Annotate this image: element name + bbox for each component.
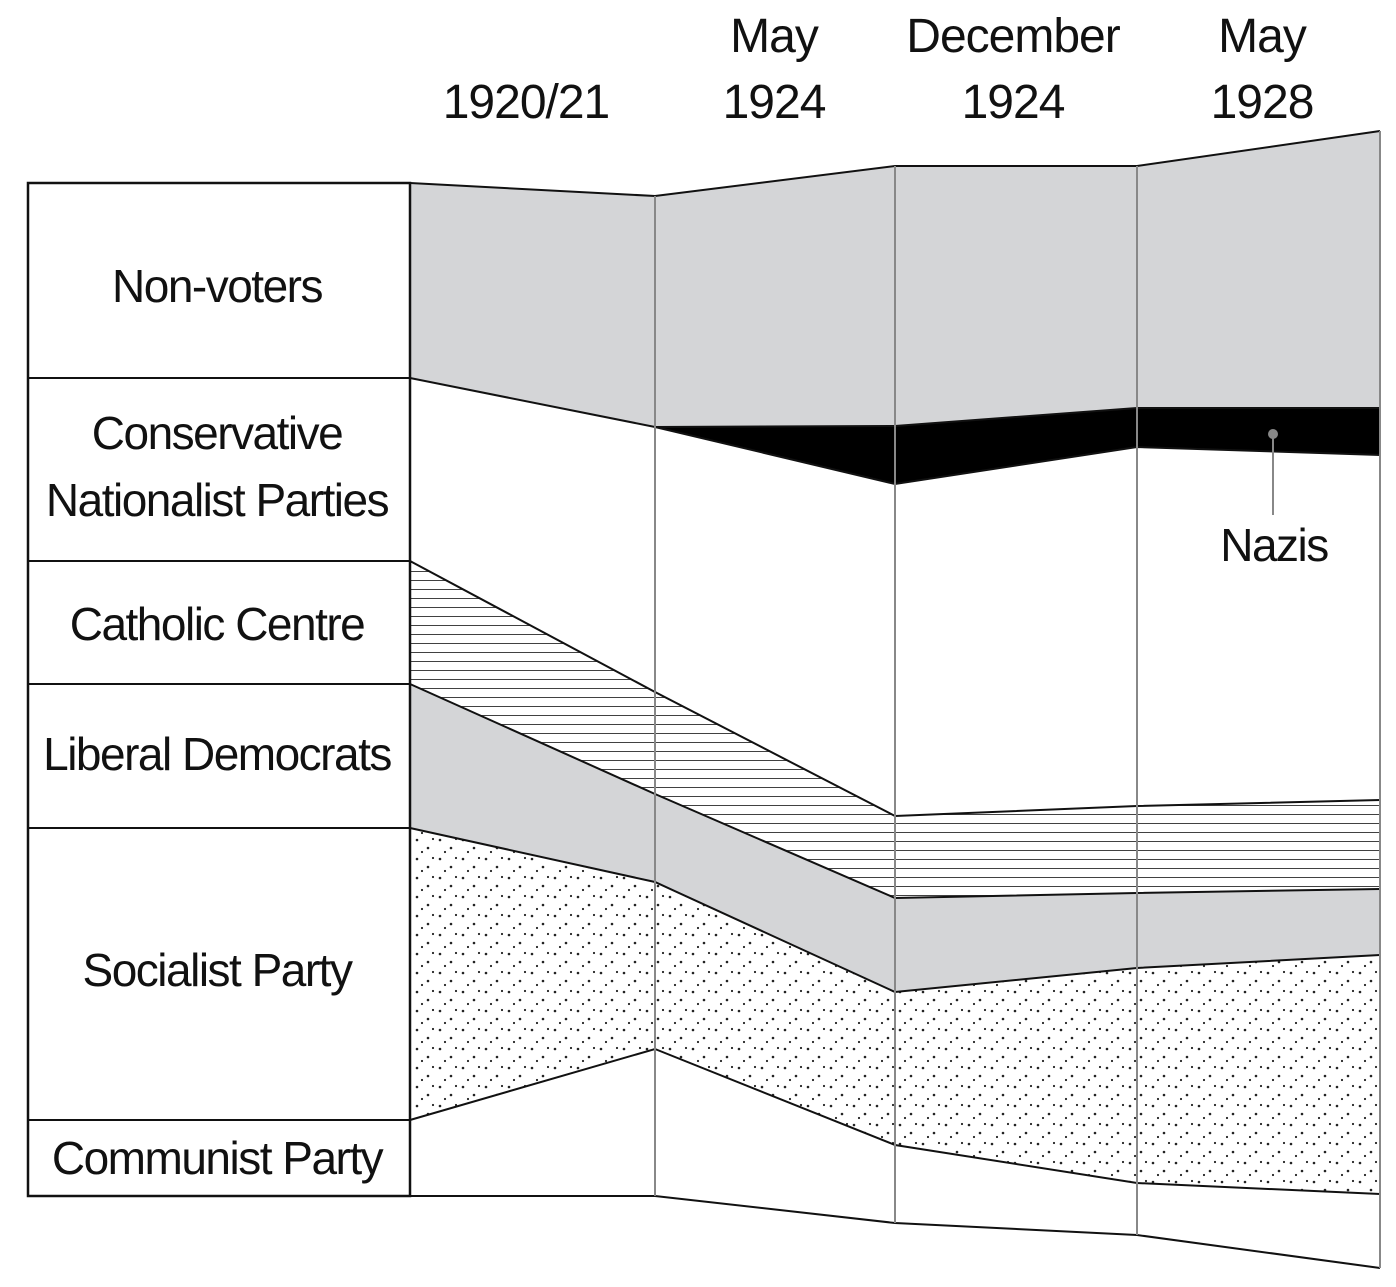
row-label-non-voters: Non-voters	[112, 260, 322, 312]
column-label-1920-21: 1920/21	[443, 76, 610, 129]
label-table-frame	[26, 181, 412, 1198]
row-label-table: Non-voters Conservative Nationalist Part…	[26, 181, 412, 1198]
callout-dot	[1268, 429, 1278, 439]
row-label-communist-party: Communist Party	[52, 1132, 384, 1184]
column-label-december-1924-year: 1924	[962, 76, 1065, 129]
nazis-callout: Nazis	[1220, 429, 1330, 571]
column-headers: 1920/21 May 1924 December 1924 May 1928	[443, 10, 1315, 129]
row-label-conservative-line1: Conservative	[92, 407, 342, 459]
row-label-conservative-line2: Nationalist Parties	[46, 474, 389, 526]
row-label-socialist-party: Socialist Party	[83, 944, 353, 996]
column-label-may-1924-year: 1924	[723, 76, 826, 129]
column-label-may-1928-year: 1928	[1211, 76, 1314, 129]
column-label-december-1924-month: December	[906, 10, 1120, 63]
callout-label-nazis: Nazis	[1220, 519, 1328, 571]
column-label-may-1924-month: May	[730, 10, 819, 63]
row-label-catholic-centre: Catholic Centre	[70, 598, 365, 650]
boundary-nazis-bottom	[654, 426, 1381, 486]
column-label-may-1928-month: May	[1218, 10, 1307, 63]
row-label-liberal-democrats: Liberal Democrats	[43, 728, 391, 780]
